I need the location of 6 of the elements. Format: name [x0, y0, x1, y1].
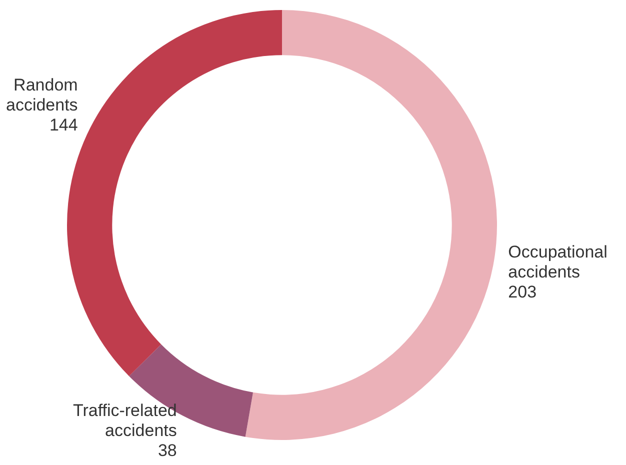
data-label: 203: [508, 282, 537, 302]
data-label: 38: [158, 441, 177, 460]
slice-label: Traffic-related accidents: [72, 401, 177, 440]
slice-label: Random accidents: [6, 76, 78, 115]
slice-label: Occupational accidents: [508, 242, 608, 282]
data-label: 144: [49, 116, 78, 135]
